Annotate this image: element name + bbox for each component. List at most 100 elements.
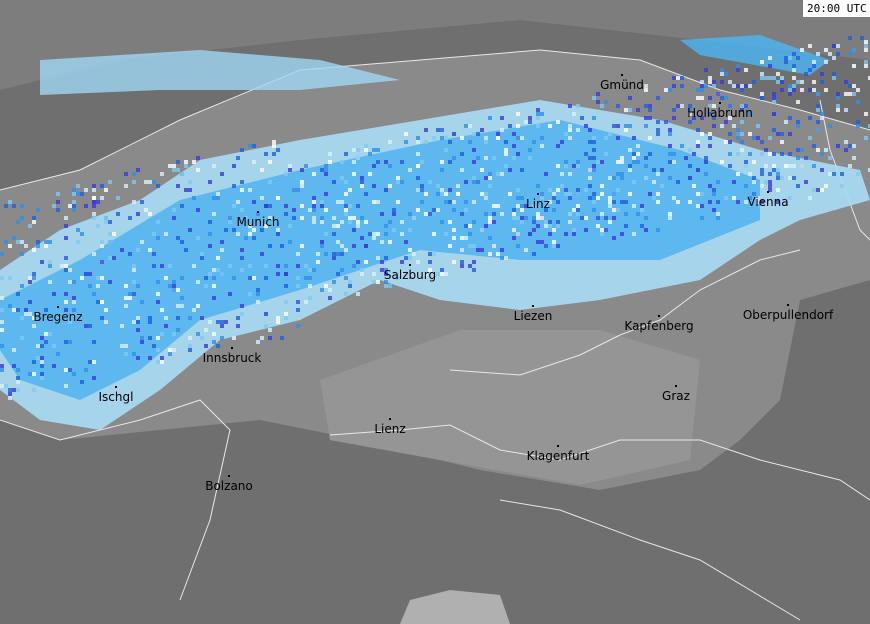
- radar-pixel: [340, 220, 344, 224]
- city-label: Klagenfurt: [527, 449, 590, 463]
- radar-pixel: [88, 324, 92, 328]
- radar-pixel: [344, 276, 348, 280]
- radar-pixel: [148, 212, 152, 216]
- radar-pixel: [300, 184, 304, 188]
- radar-pixel: [8, 276, 12, 280]
- radar-pixel: [256, 300, 260, 304]
- radar-pixel: [176, 304, 180, 308]
- radar-pixel: [788, 88, 792, 92]
- radar-precipitation: [0, 35, 870, 430]
- radar-pixel: [264, 276, 268, 280]
- radar-pixel: [20, 216, 24, 220]
- radar-pixel: [308, 268, 312, 272]
- radar-pixel: [100, 300, 104, 304]
- radar-pixel: [548, 224, 552, 228]
- radar-pixel: [812, 164, 816, 168]
- radar-pixel: [768, 56, 772, 60]
- radar-pixel: [572, 112, 576, 116]
- radar-pixel: [648, 116, 652, 120]
- radar-pixel: [240, 304, 244, 308]
- radar-pixel: [544, 204, 548, 208]
- radar-pixel: [0, 308, 4, 312]
- radar-pixel: [576, 204, 580, 208]
- radar-pixel: [436, 208, 440, 212]
- radar-pixel: [636, 144, 640, 148]
- radar-pixel: [460, 152, 464, 156]
- radar-pixel: [636, 108, 640, 112]
- radar-pixel: [32, 276, 36, 280]
- radar-pixel: [252, 276, 256, 280]
- radar-pixel: [252, 144, 256, 148]
- radar-pixel: [436, 192, 440, 196]
- radar-pixel: [688, 200, 692, 204]
- radar-pixel: [308, 276, 312, 280]
- radar-pixel: [700, 96, 704, 100]
- radar-pixel: [140, 340, 144, 344]
- radar-pixel: [428, 268, 432, 272]
- radar-pixel: [72, 192, 76, 196]
- radar-pixel: [132, 180, 136, 184]
- radar-pixel: [532, 140, 536, 144]
- radar-pixel: [68, 320, 72, 324]
- radar-pixel: [328, 152, 332, 156]
- radar-pixel: [740, 120, 744, 124]
- radar-pixel: [0, 252, 4, 256]
- radar-pixel: [68, 280, 72, 284]
- radar-pixel: [176, 316, 180, 320]
- radar-pixel: [668, 88, 672, 92]
- radar-pixel: [388, 240, 392, 244]
- radar-pixel: [744, 84, 748, 88]
- radar-pixel: [40, 376, 44, 380]
- radar-pixel: [412, 252, 416, 256]
- radar-pixel: [144, 208, 148, 212]
- radar-pixel: [656, 192, 660, 196]
- radar-pixel: [632, 136, 636, 140]
- radar-pixel: [92, 196, 96, 200]
- radar-pixel: [324, 284, 328, 288]
- radar-pixel: [472, 220, 476, 224]
- radar-pixel: [820, 116, 824, 120]
- radar-pixel: [320, 204, 324, 208]
- radar-pixel: [536, 240, 540, 244]
- radar-pixel: [72, 188, 76, 192]
- radar-pixel: [708, 184, 712, 188]
- radar-pixel: [628, 148, 632, 152]
- radar-pixel: [384, 224, 388, 228]
- radar-pixel: [212, 196, 216, 200]
- radar-pixel: [224, 320, 228, 324]
- city-label: Salzburg: [384, 268, 436, 282]
- radar-pixel: [156, 292, 160, 296]
- radar-pixel: [836, 92, 840, 96]
- radar-pixel: [768, 152, 772, 156]
- radar-pixel: [56, 200, 60, 204]
- radar-pixel: [524, 248, 528, 252]
- radar-pixel: [84, 188, 88, 192]
- radar-pixel: [400, 220, 404, 224]
- radar-pixel: [528, 156, 532, 160]
- radar-pixel: [492, 244, 496, 248]
- radar-pixel: [600, 228, 604, 232]
- radar-pixel: [832, 76, 836, 80]
- radar-pixel: [384, 272, 388, 276]
- radar-pixel: [764, 164, 768, 168]
- radar-pixel: [548, 188, 552, 192]
- radar-pixel: [728, 80, 732, 84]
- radar-pixel: [232, 184, 236, 188]
- radar-pixel: [400, 232, 404, 236]
- radar-pixel: [76, 240, 80, 244]
- radar-pixel: [800, 148, 804, 152]
- radar-pixel: [592, 196, 596, 200]
- radar-pixel: [380, 212, 384, 216]
- radar-pixel: [560, 140, 564, 144]
- radar-pixel: [744, 160, 748, 164]
- radar-pixel: [588, 168, 592, 172]
- radar-pixel: [756, 200, 760, 204]
- radar-pixel: [100, 196, 104, 200]
- radar-pixel: [324, 192, 328, 196]
- radar-pixel: [476, 132, 480, 136]
- radar-pixel: [432, 208, 436, 212]
- radar-pixel: [244, 216, 248, 220]
- radar-pixel: [108, 220, 112, 224]
- radar-pixel: [104, 220, 108, 224]
- radar-pixel: [696, 88, 700, 92]
